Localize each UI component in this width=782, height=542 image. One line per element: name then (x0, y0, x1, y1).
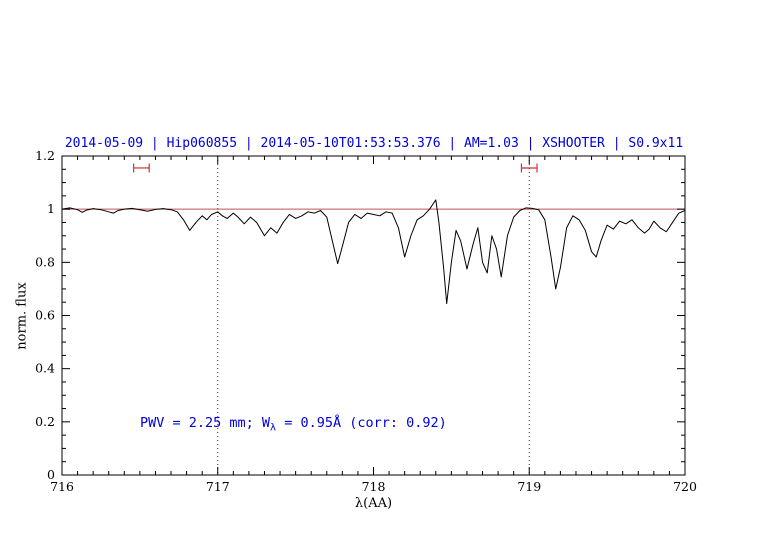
x-axis-label: λ(AA) (354, 496, 393, 511)
y-tick-label: 0.4 (35, 361, 55, 376)
x-tick-label: 719 (517, 479, 541, 494)
y-tick-label: 1.2 (35, 148, 55, 163)
x-tick-label: 717 (206, 479, 230, 494)
y-tick-label: 1 (47, 201, 55, 216)
y-axis-label: norm. flux (14, 282, 30, 350)
pwv-annotation-prefix: PWV = 2.25 mm; W (140, 415, 271, 431)
y-tick-label: 0 (47, 467, 55, 482)
plot-title: 2014-05-09 | Hip060855 | 2014-05-10T01:5… (64, 136, 684, 151)
y-tick-label: 0.8 (35, 254, 55, 269)
x-tick-label: 720 (673, 479, 697, 494)
x-tick-label: 718 (362, 479, 386, 494)
y-tick-label: 0.2 (35, 414, 55, 429)
pwv-annotation-subscript: λ (270, 422, 277, 434)
x-tick-label: 716 (50, 479, 74, 494)
pwv-annotation: PWV = 2.25 mm; Wλ = 0.95Å (corr: 0.92) (140, 415, 447, 434)
y-tick-label: 0.6 (35, 308, 55, 323)
spectrum-line (61, 199, 686, 305)
pwv-annotation-suffix: = 0.95Å (corr: 0.92) (276, 415, 447, 431)
